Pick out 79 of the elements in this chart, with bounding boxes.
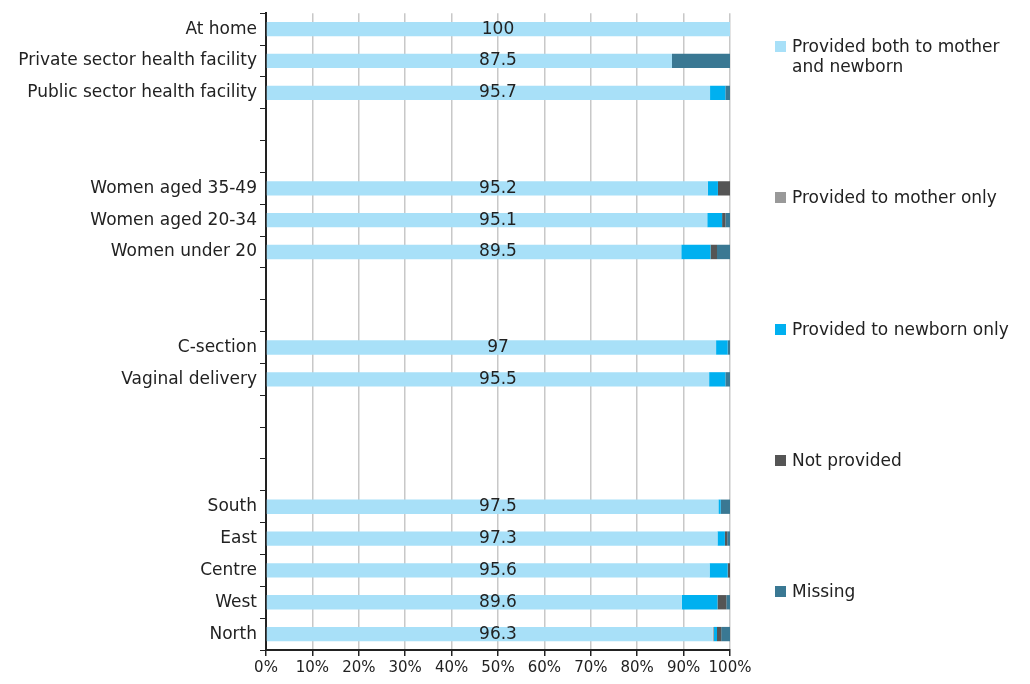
x-tick-label: 10% [295,657,330,676]
bar [710,244,718,260]
bar [727,563,730,578]
y-tick-label: Private sector health facility [18,49,257,70]
data-label: 89.6 [479,590,517,611]
x-tick-label: 0% [254,657,278,676]
bar [266,244,682,260]
x-tick-label: 60% [527,657,562,676]
y-tick-label: C-section [177,335,257,356]
data-label: 95.2 [479,176,517,197]
legend-label: Not provided [792,449,902,470]
x-tick-label: 40% [434,657,469,676]
bar [720,499,730,514]
y-tick-label: North [209,622,257,643]
x-tick-label: 90% [666,657,701,676]
data-label: 87.5 [479,49,517,70]
x-tick-label: 100% [708,657,752,676]
y-tick-label: At home [185,17,257,38]
x-tick-label: 20% [342,657,376,676]
data-label: 97.3 [479,526,517,547]
y-tick-label: Public sector health facility [27,81,257,102]
bar [709,372,726,387]
data-label: 100 [481,17,515,38]
y-tick-label: Women aged 20-34 [90,208,257,229]
bar [266,531,718,546]
y-tick-label: Centre [200,558,257,579]
bar [672,53,730,69]
bar [266,21,730,37]
x-tick-label: 50% [481,657,515,676]
bar [726,595,730,610]
legend-label: Provided to mother only [792,187,997,208]
y-tick-label: Vaginal delivery [121,367,257,388]
y-tick-label: West [215,590,258,611]
x-tick-label: 70% [574,657,608,676]
bar [266,499,719,514]
bar [717,181,730,196]
bar [721,626,730,642]
bar [266,213,708,228]
data-label: 95.1 [479,208,517,229]
legend-label: Missing [792,581,856,601]
bar [725,372,730,387]
data-label: 97 [487,335,509,356]
data-label: 97.5 [479,495,517,516]
x-tick-label: 30% [388,657,422,676]
data-label: 95.7 [479,81,517,102]
data-label: 96.3 [479,622,517,643]
bar [710,85,726,100]
bar [266,563,710,578]
x-tick-label: 80% [620,657,654,676]
bar [266,53,672,69]
bar [725,85,730,100]
bar [266,595,682,610]
bar [266,340,717,355]
y-tick-label: South [207,495,257,516]
legend-label: Provided to newborn only [792,318,1009,339]
bar [717,626,722,642]
bar [681,595,718,610]
y-tick-label: East [220,526,258,547]
data-label: 95.5 [479,367,517,388]
bar [727,340,730,355]
bar [707,213,723,228]
legend-label: Provided both to mother and newborn [792,36,1001,76]
data-label: 89.5 [479,240,517,261]
bar [266,626,713,642]
bar [717,244,730,260]
bar [266,85,711,100]
bar [266,181,708,196]
y-tick-label: Women aged 35-49 [90,176,257,197]
bar [707,181,718,196]
bar [717,595,727,610]
bar [716,340,728,355]
bar [725,213,730,228]
bar [717,531,725,546]
bar [709,563,728,578]
bar [718,499,721,514]
data-label: 95.6 [479,558,517,579]
bar [266,372,710,387]
y-tick-label: Women under 20 [110,240,257,261]
bar [681,244,711,260]
